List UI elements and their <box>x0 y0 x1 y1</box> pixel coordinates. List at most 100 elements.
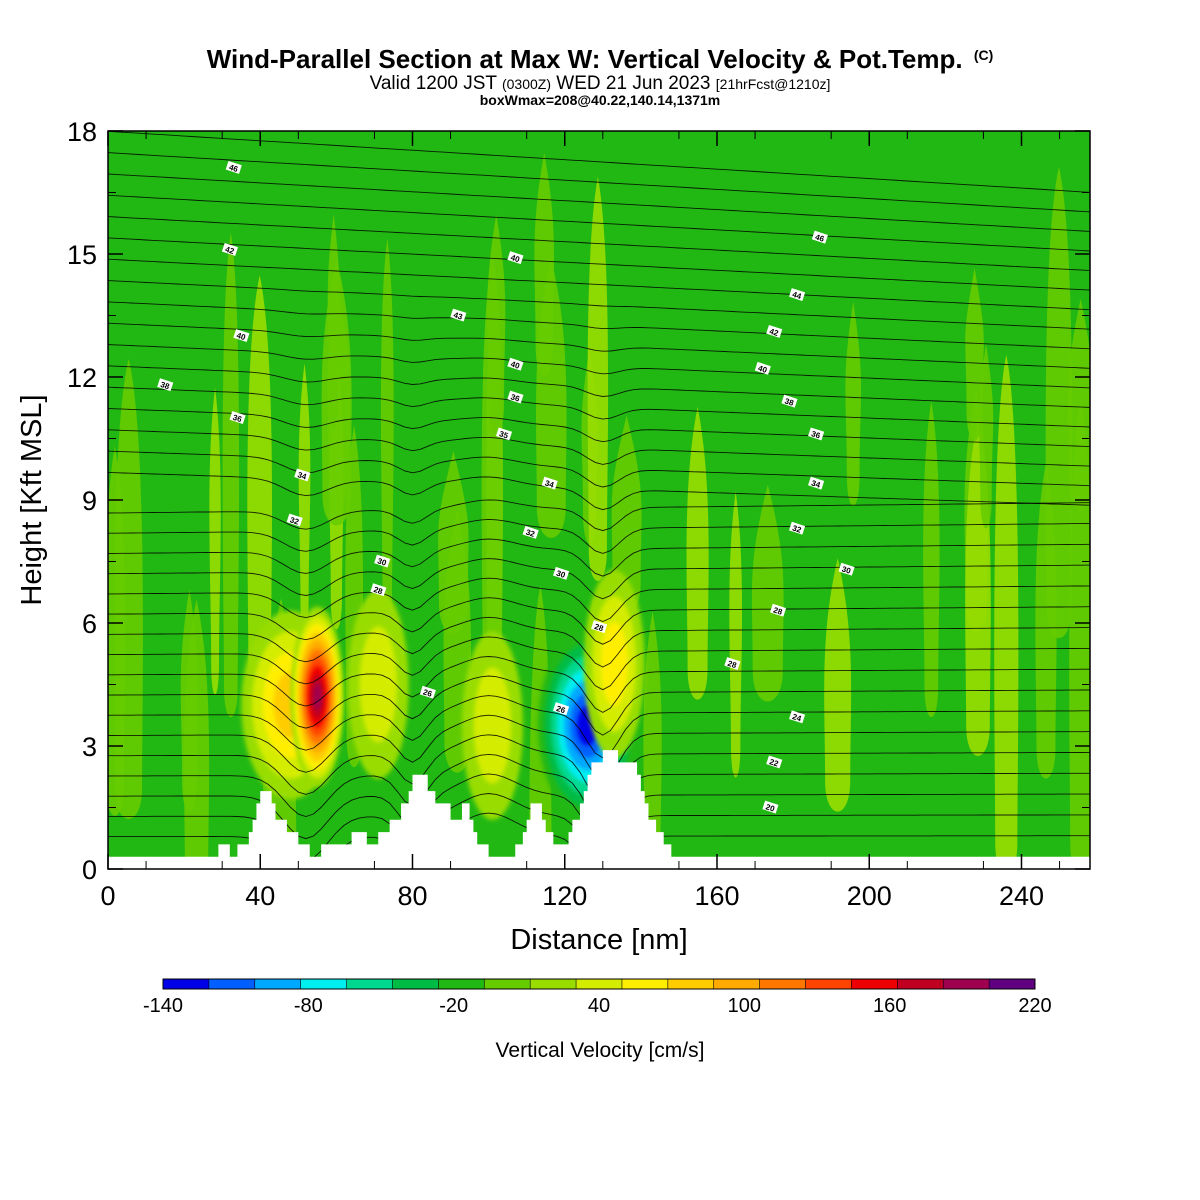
theta-label: 42 <box>766 324 783 338</box>
velocity-streak <box>1069 398 1090 869</box>
colorbar <box>162 978 1036 990</box>
y-tick-label: 6 <box>82 609 97 639</box>
theta-label: 40 <box>233 329 250 342</box>
theta-label: 40 <box>507 357 524 371</box>
theta-label: 42 <box>221 242 239 256</box>
velocity-streak <box>209 387 221 695</box>
theta-contour <box>108 616 1090 668</box>
theta-label: 28 <box>724 657 741 670</box>
theta-contour <box>108 258 1090 311</box>
x-tick-label: 80 <box>397 881 427 911</box>
theta-label-bg <box>229 411 246 424</box>
colorbar-segment <box>163 979 210 989</box>
theta-label-text: 40 <box>509 360 521 371</box>
theta-label: 34 <box>808 476 825 490</box>
theta-label: 36 <box>229 411 246 424</box>
theta-label-bg <box>769 603 787 617</box>
theta-label-bg <box>808 427 825 441</box>
theta-contour <box>108 695 1090 759</box>
colorbar-segment <box>943 979 990 989</box>
theta-label: 43 <box>450 308 467 322</box>
colorbar-title: Vertical Velocity [cm/s] <box>496 1039 705 1062</box>
theta-label: 44 <box>789 288 806 301</box>
theta-label-bg <box>808 476 825 490</box>
theta-contour <box>108 131 1090 193</box>
velocity-streak <box>180 589 199 812</box>
theta-contour <box>108 216 1090 272</box>
theta-contour <box>108 518 1090 554</box>
colorbar-labels: -140 -80 -20 40 100 160 220 <box>143 995 1052 1017</box>
theta-label: 46 <box>225 160 242 174</box>
theta-label-bg <box>766 755 783 769</box>
theta-label-text: 46 <box>814 232 826 243</box>
theta-label-text: 40 <box>235 331 247 342</box>
theta-label-bg <box>294 468 311 482</box>
theta-label-bg <box>370 583 387 597</box>
y-tick-label: 0 <box>82 855 97 885</box>
colorbar-segment <box>667 979 715 989</box>
theta-label: 35 <box>495 427 513 441</box>
theta-contour <box>108 675 1090 736</box>
theta-label: 38 <box>781 394 798 408</box>
colorbar-segment <box>621 979 669 989</box>
theta-label: 34 <box>294 468 311 482</box>
x-tick-label: 0 <box>100 881 115 911</box>
velocity-feature <box>583 569 645 759</box>
theta-label-bg <box>724 657 741 670</box>
theta-label-text: 42 <box>768 327 780 338</box>
theta-contour <box>108 450 1090 488</box>
theta-contour <box>108 558 1090 600</box>
theta-label: 26 <box>419 685 436 699</box>
theta-label: 30 <box>374 554 391 568</box>
x-tick-label: 240 <box>999 881 1044 911</box>
velocity-streak <box>247 275 273 687</box>
theta-label: 40 <box>754 361 771 375</box>
theta-label-text: 36 <box>810 429 822 440</box>
theta-label-text: 30 <box>555 569 567 580</box>
y-axis-tick-labels: 0 3 6 9 12 15 18 <box>67 117 97 885</box>
valid-time-line: Valid 1200 JST (0300Z) WED 21 Jun 2023 [… <box>0 73 1200 95</box>
velocity-streak <box>587 177 609 581</box>
theta-label-bg <box>157 378 174 392</box>
velocity-streak <box>824 558 852 812</box>
theta-label: 32 <box>286 513 303 527</box>
theta-label-bg <box>541 476 558 490</box>
velocity-streak <box>686 406 709 700</box>
theta-label-text: 38 <box>159 380 171 391</box>
colorbar-segment <box>300 979 348 989</box>
theta-contour <box>108 365 1090 408</box>
colorbar-segment <box>759 979 807 989</box>
theta-label: 30 <box>838 562 855 576</box>
theta-contour <box>108 301 1090 350</box>
velocity-band <box>473 667 512 784</box>
theta-label-text: 28 <box>593 622 605 633</box>
theta-label-bg <box>591 620 608 634</box>
forecast-info: [21hrFcst@1210z] <box>715 76 831 92</box>
theta-label-bg <box>225 160 242 174</box>
theta-label-bg <box>286 513 303 527</box>
colorbar-segment <box>530 979 577 989</box>
theta-label-text: 28 <box>772 606 784 617</box>
valid-date: WED 21 Jun 2023 <box>556 73 711 94</box>
theta-contour <box>108 471 1090 511</box>
theta-contour <box>108 597 1090 645</box>
theta-label-bg <box>221 242 239 256</box>
theta-label-text: 40 <box>757 364 769 375</box>
theta-label-text: 42 <box>224 245 236 256</box>
theta-label-bg <box>553 566 570 580</box>
theta-label-text: 26 <box>422 688 434 699</box>
theta-label: 28 <box>591 620 608 634</box>
velocity-streak <box>729 491 743 778</box>
theta-label: 40 <box>507 251 524 264</box>
theta-label-text: 43 <box>452 310 464 321</box>
theta-label-bg <box>507 357 524 371</box>
velocity-feature <box>347 590 409 779</box>
theta-label-bg <box>450 308 467 322</box>
y-tick-label: 3 <box>82 732 97 762</box>
theta-label-text: 24 <box>791 712 803 723</box>
y-axis-label: Height [Kft MSL] <box>16 394 48 605</box>
theta-label: 30 <box>553 566 570 580</box>
theta-contour <box>108 152 1090 213</box>
colorbar-segment <box>897 979 944 989</box>
